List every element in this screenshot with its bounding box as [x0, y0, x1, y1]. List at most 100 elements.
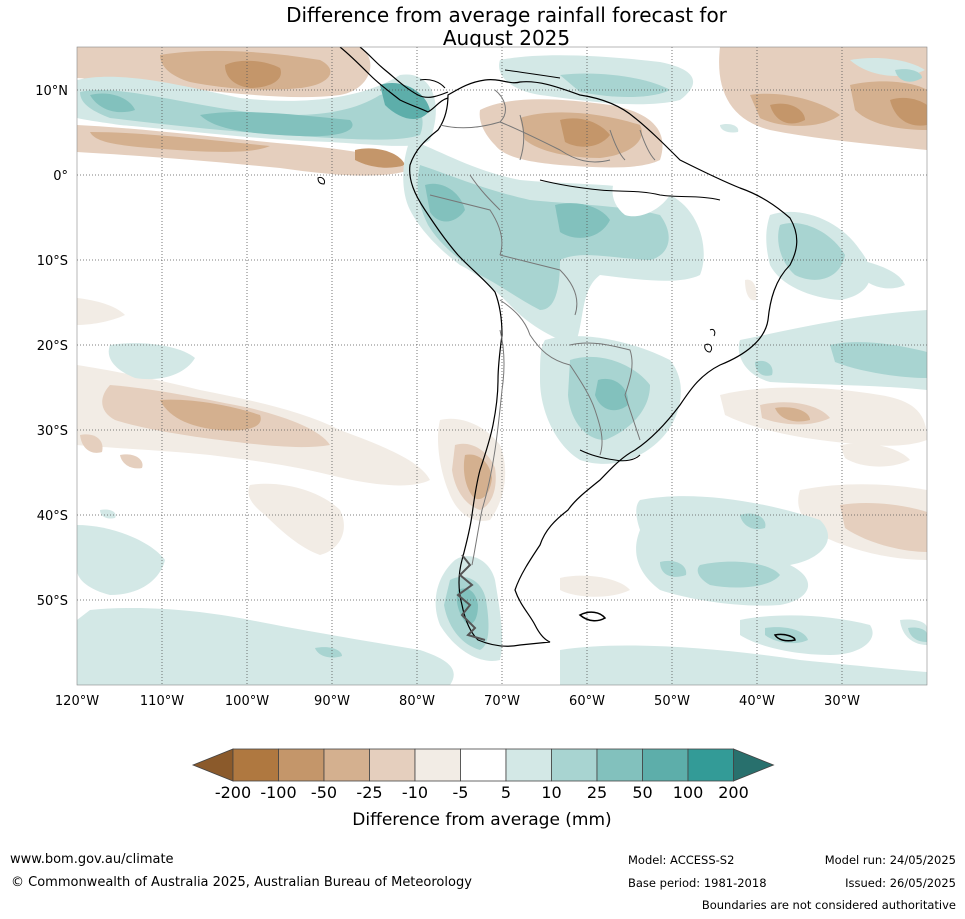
latitude-label: 0°: [53, 169, 68, 184]
dry-area: [560, 575, 630, 597]
longitude-label: 100°W: [225, 694, 269, 709]
south-america-coast: [409, 79, 798, 647]
wet-area: [908, 627, 927, 642]
wet-area: [555, 203, 610, 238]
country-borders: [429, 89, 656, 566]
colorbar-box: [642, 748, 689, 782]
gridlines: [77, 47, 927, 685]
colorbar-tick-labels: -200 -100 -50 -25 -10 -5 5 10 25 50 100 200: [215, 783, 749, 802]
wet-area: [595, 378, 629, 411]
longitude-label: 70°W: [484, 694, 520, 709]
longitude-labels: 120°W 110°W 100°W 90°W 80°W 70°W 60°W 50…: [55, 694, 860, 709]
colorbar-tick-label: 200: [718, 783, 749, 802]
colorbar-tick-label: 25: [587, 783, 607, 802]
colorbar-extend-low: [191, 748, 234, 782]
wet-area: [720, 123, 739, 133]
colorbar-tick-label: 10: [541, 783, 561, 802]
longitude-label: 40°W: [739, 694, 775, 709]
wet-area: [895, 69, 922, 82]
colorbar-tick-label: 5: [501, 783, 511, 802]
footer-copyright: © Commonwealth of Australia 2025, Austra…: [11, 875, 472, 890]
wet-area: [417, 165, 669, 310]
dry-area: [355, 148, 405, 168]
colorbar-label: Difference from average (mm): [352, 810, 611, 830]
dry-area: [77, 298, 125, 325]
colorbar-tick-label: -100: [260, 783, 296, 802]
dry-area: [770, 103, 805, 124]
wet-area: [860, 260, 905, 289]
wet-area: [755, 360, 773, 376]
dry-area: [160, 399, 261, 431]
map-title: Difference from average rainfall forecas…: [286, 3, 727, 50]
longitude-label: 90°W: [314, 694, 350, 709]
wet-area: [100, 509, 116, 519]
rainfall-map: 120°W 110°W 100°W 90°W 80°W 70°W 60°W 50…: [35, 46, 928, 709]
colorbar-box: [551, 748, 598, 782]
latitude-labels: 10°N 0° 10°S 20°S 30°S 40°S 50°S: [35, 84, 68, 609]
wet-area: [380, 82, 430, 120]
colorbar-box: [687, 748, 734, 782]
latitude-label: 10°S: [37, 254, 68, 269]
latitude-label: 10°N: [35, 84, 68, 99]
colorbar-extend-high: [733, 748, 775, 782]
latitude-label: 40°S: [37, 509, 68, 524]
colorbar-box: [505, 748, 552, 782]
colorbar-tick-label: 100: [673, 783, 704, 802]
longitude-label: 60°W: [569, 694, 605, 709]
neutral-area: [612, 178, 670, 217]
wet-area: [660, 560, 687, 577]
dry-area: [80, 434, 103, 453]
wet-area: [560, 645, 927, 685]
colorbar-box: [369, 748, 416, 782]
wet-area: [240, 627, 272, 640]
dry-area: [745, 279, 757, 301]
footer-model: Model: ACCESS-S2: [628, 853, 735, 867]
latitude-label: 20°S: [37, 339, 68, 354]
wet-area: [90, 93, 135, 113]
wet-area: [740, 513, 766, 530]
colorbar-box: [232, 748, 279, 782]
longitude-label: 80°W: [399, 694, 435, 709]
footer-disclaimer: Boundaries are not considered authoritat…: [701, 898, 956, 912]
wet-area: [200, 112, 353, 137]
wet-area: [636, 496, 829, 606]
longitude-label: 50°W: [654, 694, 690, 709]
colorbar-tick-label: -25: [356, 783, 382, 802]
wet-area: [315, 647, 342, 658]
footer-issued: Issued: 26/05/2025: [845, 876, 956, 890]
colorbar-box: [323, 748, 370, 782]
footer-base-period: Base period: 1981-2018: [628, 876, 767, 890]
wet-area: [108, 343, 195, 380]
colorbar-tick-label: 50: [632, 783, 652, 802]
latitude-label: 50°S: [37, 594, 68, 609]
wet-area: [740, 615, 873, 655]
colorbar-box: [596, 748, 643, 782]
coastlines: [317, 47, 798, 647]
longitude-label: 30°W: [824, 694, 860, 709]
wet-area: [77, 608, 454, 685]
colorbar-box: [414, 748, 461, 782]
map-frame: [76, 46, 928, 686]
dry-area: [840, 443, 910, 467]
wet-area: [77, 525, 165, 595]
dry-area: [225, 60, 281, 88]
dry-area: [890, 97, 927, 126]
dry-area: [90, 132, 270, 152]
rainfall-anomaly-fields: [77, 47, 927, 685]
wet-area: [560, 73, 670, 97]
footer-model-run: Model run: 24/05/2025: [824, 853, 956, 867]
dry-area: [248, 483, 344, 555]
latitude-label: 30°S: [37, 424, 68, 439]
colorbar-box: [278, 748, 325, 782]
longitude-label: 110°W: [140, 694, 184, 709]
colorbar-tick-label: -10: [402, 783, 428, 802]
colorbar-box: [460, 748, 507, 782]
dry-area: [775, 407, 810, 422]
wet-area: [425, 183, 465, 222]
wet-area: [830, 342, 927, 378]
dry-area: [560, 118, 610, 147]
dry-area: [120, 454, 143, 469]
colorbar-boxes: [191, 748, 775, 782]
wet-area: [697, 561, 780, 588]
colorbar-tick-label: -50: [311, 783, 337, 802]
